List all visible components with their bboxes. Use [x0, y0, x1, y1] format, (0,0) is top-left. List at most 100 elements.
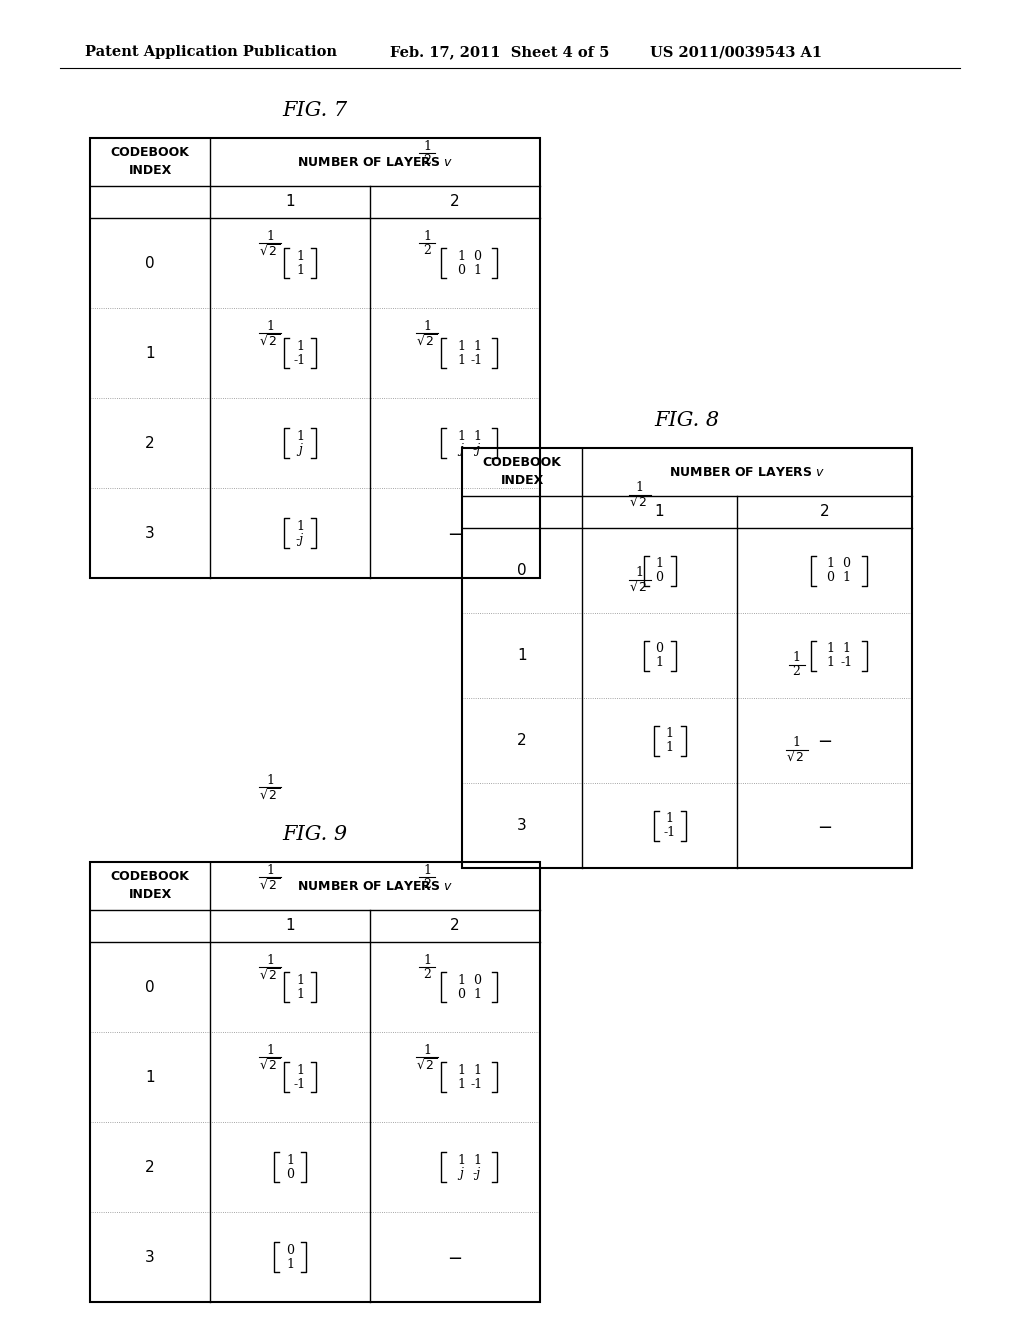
- Text: $\sqrt{2}$: $\sqrt{2}$: [417, 1057, 437, 1073]
- Text: 1: 1: [793, 651, 801, 664]
- Text: $-$: $-$: [817, 731, 833, 750]
- Text: 3: 3: [145, 1250, 155, 1265]
- Text: 1: 1: [296, 520, 304, 532]
- Text: 2: 2: [423, 878, 431, 891]
- Text: 1: 1: [296, 1064, 304, 1077]
- Text: 1: 1: [423, 319, 431, 333]
- Bar: [90, 139, 540, 578]
- Text: 1: 1: [266, 319, 274, 333]
- Text: 1: 1: [423, 140, 431, 153]
- Text: 1: 1: [666, 812, 674, 825]
- Text: -j: -j: [296, 533, 304, 546]
- Text: 0: 0: [473, 249, 481, 263]
- Text: 1: 1: [473, 987, 481, 1001]
- Text: 1: 1: [793, 737, 801, 748]
- Text: -1: -1: [294, 354, 306, 367]
- Text: -1: -1: [294, 1077, 306, 1090]
- Text: 0: 0: [457, 264, 465, 276]
- Text: $\sqrt{2}$: $\sqrt{2}$: [786, 750, 807, 766]
- Text: 1: 1: [457, 1154, 465, 1167]
- Text: 1: 1: [473, 1064, 481, 1077]
- Text: 2: 2: [145, 436, 155, 450]
- Text: 0: 0: [655, 642, 664, 655]
- Text: 0: 0: [843, 557, 851, 570]
- Text: 1: 1: [655, 557, 664, 570]
- Text: 1: 1: [457, 339, 465, 352]
- Text: -1: -1: [471, 1077, 483, 1090]
- Text: 1: 1: [266, 774, 274, 787]
- Text: 1: 1: [145, 1069, 155, 1085]
- Text: 1: 1: [423, 863, 431, 876]
- Text: 2: 2: [423, 153, 431, 166]
- Bar: [90, 862, 540, 1302]
- Text: 2: 2: [451, 919, 460, 933]
- Text: 1: 1: [517, 648, 526, 663]
- Text: 2: 2: [145, 1159, 155, 1175]
- Text: CODEBOOK
INDEX: CODEBOOK INDEX: [482, 457, 561, 487]
- Text: $\sqrt{2}$: $\sqrt{2}$: [259, 788, 281, 803]
- Text: 1: 1: [423, 230, 431, 243]
- Text: NUMBER OF LAYERS $v$: NUMBER OF LAYERS $v$: [297, 156, 454, 169]
- Text: Patent Application Publication: Patent Application Publication: [85, 45, 337, 59]
- Text: 1: 1: [843, 642, 851, 655]
- Text: -1: -1: [841, 656, 853, 669]
- Text: 0: 0: [286, 1167, 294, 1180]
- Text: 1: 1: [826, 557, 835, 570]
- Text: 1: 1: [654, 504, 665, 520]
- Text: 3: 3: [145, 525, 155, 540]
- Text: j: j: [298, 444, 302, 457]
- Text: 1: 1: [655, 656, 664, 669]
- Text: 1: 1: [473, 429, 481, 442]
- Text: 0: 0: [473, 974, 481, 986]
- Text: 1: 1: [266, 863, 274, 876]
- Text: 1: 1: [666, 741, 674, 754]
- Text: CODEBOOK
INDEX: CODEBOOK INDEX: [111, 870, 189, 902]
- Text: 1: 1: [457, 249, 465, 263]
- Text: 0: 0: [826, 572, 835, 583]
- Text: 1: 1: [286, 194, 295, 210]
- Text: 1: 1: [286, 1258, 294, 1270]
- Text: 1: 1: [843, 572, 851, 583]
- Text: 1: 1: [473, 339, 481, 352]
- Text: 1: 1: [423, 1044, 431, 1056]
- Text: j: j: [459, 444, 463, 457]
- Bar: [462, 447, 912, 869]
- Text: $-$: $-$: [817, 817, 833, 834]
- Text: US 2011/0039543 A1: US 2011/0039543 A1: [650, 45, 822, 59]
- Text: 2: 2: [793, 665, 801, 678]
- Text: CODEBOOK
INDEX: CODEBOOK INDEX: [111, 147, 189, 177]
- Text: 1: 1: [457, 974, 465, 986]
- Text: 0: 0: [457, 987, 465, 1001]
- Text: 1: 1: [296, 429, 304, 442]
- Text: $\sqrt{2}$: $\sqrt{2}$: [259, 1057, 281, 1073]
- Text: 1: 1: [423, 953, 431, 966]
- Text: 0: 0: [655, 572, 664, 583]
- Text: 1: 1: [636, 566, 643, 579]
- Text: 1: 1: [296, 974, 304, 986]
- Text: $\sqrt{2}$: $\sqrt{2}$: [417, 334, 437, 348]
- Text: 2: 2: [423, 243, 431, 256]
- Text: 1: 1: [296, 987, 304, 1001]
- Text: -1: -1: [471, 354, 483, 367]
- Text: $\sqrt{2}$: $\sqrt{2}$: [629, 495, 650, 510]
- Text: 1: 1: [286, 1154, 294, 1167]
- Text: FIG. 8: FIG. 8: [654, 411, 720, 429]
- Text: 1: 1: [473, 264, 481, 276]
- Text: $\sqrt{2}$: $\sqrt{2}$: [259, 243, 281, 259]
- Text: 1: 1: [286, 919, 295, 933]
- Text: 0: 0: [517, 564, 526, 578]
- Text: $\sqrt{2}$: $\sqrt{2}$: [629, 579, 650, 595]
- Text: 2: 2: [819, 504, 829, 520]
- Text: 1: 1: [826, 656, 835, 669]
- Text: NUMBER OF LAYERS $v$: NUMBER OF LAYERS $v$: [669, 466, 825, 479]
- Text: j: j: [459, 1167, 463, 1180]
- Text: 1: 1: [266, 1044, 274, 1056]
- Text: 2: 2: [451, 194, 460, 210]
- Text: 1: 1: [145, 346, 155, 360]
- Text: $-$: $-$: [447, 524, 463, 543]
- Text: 1: 1: [473, 1154, 481, 1167]
- Text: 1: 1: [296, 339, 304, 352]
- Text: -1: -1: [664, 826, 676, 840]
- Text: 3: 3: [517, 818, 527, 833]
- Text: 1: 1: [826, 642, 835, 655]
